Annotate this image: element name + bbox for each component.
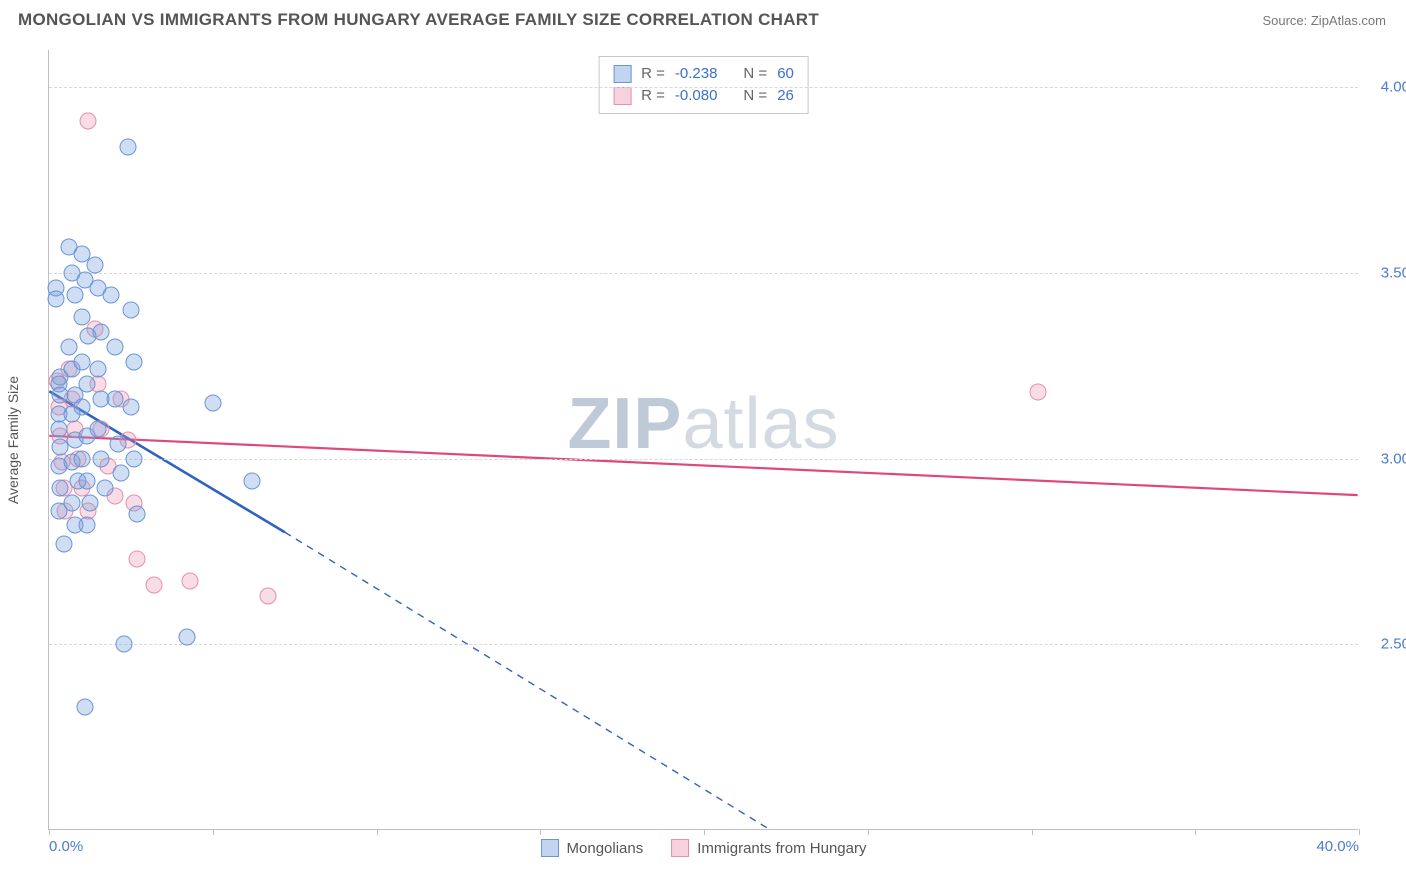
n-label: N = bbox=[743, 85, 767, 107]
y-tick-label: 4.00 bbox=[1381, 79, 1406, 96]
x-tick-label: 40.0% bbox=[1316, 838, 1359, 855]
data-point bbox=[78, 517, 95, 534]
data-point bbox=[60, 339, 77, 356]
grid-line bbox=[49, 273, 1358, 274]
n-value: 60 bbox=[777, 63, 794, 85]
legend-label: Immigrants from Hungary bbox=[697, 840, 866, 857]
n-label: N = bbox=[743, 63, 767, 85]
data-point bbox=[260, 588, 277, 605]
x-tick bbox=[49, 829, 50, 835]
data-point bbox=[122, 398, 139, 415]
trend-line bbox=[285, 532, 769, 829]
data-point bbox=[78, 376, 95, 393]
y-tick-label: 2.50 bbox=[1381, 636, 1406, 653]
r-value: -0.080 bbox=[675, 85, 718, 107]
stats-row: R = -0.238 N = 60 bbox=[613, 63, 794, 85]
x-tick bbox=[704, 829, 705, 835]
data-point bbox=[73, 398, 90, 415]
data-point bbox=[93, 324, 110, 341]
stats-row: R = -0.080 N = 26 bbox=[613, 85, 794, 107]
data-point bbox=[119, 138, 136, 155]
data-point bbox=[50, 420, 67, 437]
data-point bbox=[129, 506, 146, 523]
data-point bbox=[181, 573, 198, 590]
data-point bbox=[80, 112, 97, 129]
y-axis-title: Average Family Size bbox=[5, 375, 21, 503]
grid-line bbox=[49, 459, 1358, 460]
x-tick bbox=[868, 829, 869, 835]
data-point bbox=[1030, 383, 1047, 400]
chart-legend: Mongolians Immigrants from Hungary bbox=[541, 839, 867, 857]
y-tick-label: 3.50 bbox=[1381, 264, 1406, 281]
data-point bbox=[73, 450, 90, 467]
data-point bbox=[178, 628, 195, 645]
x-tick bbox=[213, 829, 214, 835]
chart-title: MONGOLIAN VS IMMIGRANTS FROM HUNGARY AVE… bbox=[18, 10, 819, 30]
data-point bbox=[90, 420, 107, 437]
data-point bbox=[73, 309, 90, 326]
series-swatch-pink bbox=[613, 87, 631, 105]
data-point bbox=[244, 472, 261, 489]
trend-lines-layer bbox=[49, 50, 1358, 829]
data-point bbox=[52, 480, 69, 497]
data-point bbox=[47, 290, 64, 307]
source-attribution: Source: ZipAtlas.com bbox=[1262, 13, 1386, 28]
data-point bbox=[109, 435, 126, 452]
data-point bbox=[86, 257, 103, 274]
data-point bbox=[96, 480, 113, 497]
scatter-chart: Average Family Size ZIPatlas R = -0.238 … bbox=[48, 50, 1358, 830]
x-tick bbox=[1359, 829, 1360, 835]
data-point bbox=[67, 287, 84, 304]
x-tick bbox=[540, 829, 541, 835]
x-tick bbox=[1032, 829, 1033, 835]
legend-label: Mongolians bbox=[567, 840, 644, 857]
data-point bbox=[126, 354, 143, 371]
r-label: R = bbox=[641, 85, 665, 107]
data-point bbox=[145, 576, 162, 593]
data-point bbox=[204, 394, 221, 411]
r-label: R = bbox=[641, 63, 665, 85]
data-point bbox=[126, 450, 143, 467]
grid-line bbox=[49, 644, 1358, 645]
data-point bbox=[78, 472, 95, 489]
data-point bbox=[106, 339, 123, 356]
data-point bbox=[77, 699, 94, 716]
grid-line bbox=[49, 87, 1358, 88]
data-point bbox=[103, 287, 120, 304]
legend-item: Mongolians bbox=[541, 839, 644, 857]
legend-swatch-pink bbox=[671, 839, 689, 857]
x-tick bbox=[1195, 829, 1196, 835]
x-tick bbox=[377, 829, 378, 835]
data-point bbox=[93, 450, 110, 467]
chart-header: MONGOLIAN VS IMMIGRANTS FROM HUNGARY AVE… bbox=[0, 0, 1406, 36]
data-point bbox=[90, 361, 107, 378]
data-point bbox=[63, 495, 80, 512]
data-point bbox=[129, 550, 146, 567]
r-value: -0.238 bbox=[675, 63, 718, 85]
data-point bbox=[81, 495, 98, 512]
data-point bbox=[106, 391, 123, 408]
data-point bbox=[55, 536, 72, 553]
data-point bbox=[73, 354, 90, 371]
legend-swatch-blue bbox=[541, 839, 559, 857]
y-tick-label: 3.00 bbox=[1381, 450, 1406, 467]
source-prefix: Source: bbox=[1262, 13, 1310, 28]
source-link[interactable]: ZipAtlas.com bbox=[1311, 13, 1386, 28]
data-point bbox=[116, 636, 133, 653]
x-tick-label: 0.0% bbox=[49, 838, 83, 855]
legend-item: Immigrants from Hungary bbox=[671, 839, 866, 857]
n-value: 26 bbox=[777, 85, 794, 107]
data-point bbox=[122, 302, 139, 319]
series-swatch-blue bbox=[613, 65, 631, 83]
correlation-stats-box: R = -0.238 N = 60 R = -0.080 N = 26 bbox=[598, 56, 809, 114]
data-point bbox=[113, 465, 130, 482]
